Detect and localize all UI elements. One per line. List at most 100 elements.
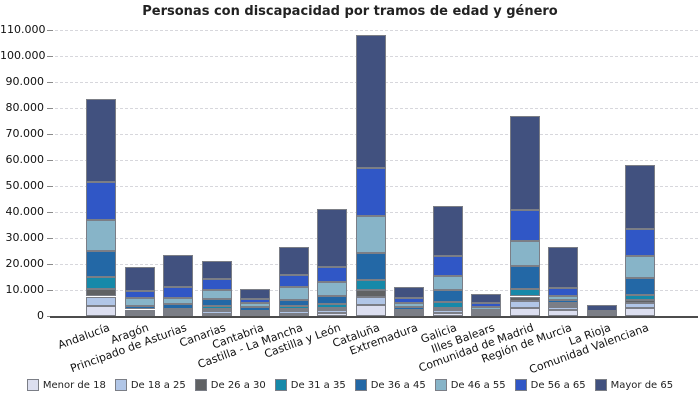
- bar-segment[interactable]: [86, 219, 116, 251]
- bar-segment[interactable]: [471, 302, 501, 307]
- bar-segment[interactable]: [163, 254, 193, 288]
- bar-segment[interactable]: [509, 115, 540, 210]
- bar-segment[interactable]: [509, 300, 540, 309]
- bar-segment[interactable]: [471, 306, 501, 310]
- bar-segment[interactable]: [163, 308, 193, 311]
- bar-segment[interactable]: [163, 287, 193, 298]
- bar-segment[interactable]: [124, 266, 155, 291]
- bar-segment[interactable]: [86, 296, 116, 306]
- bar-segment[interactable]: [625, 303, 655, 308]
- bar-segment[interactable]: [548, 287, 578, 297]
- bar-segment[interactable]: [355, 252, 386, 281]
- bar-segment[interactable]: [201, 313, 232, 316]
- bar-segment[interactable]: [317, 266, 347, 282]
- bar-segment[interactable]: [394, 286, 424, 299]
- bar-segment[interactable]: [317, 296, 347, 305]
- bar-segment[interactable]: [201, 299, 232, 306]
- legend-item[interactable]: De 18 a 25: [114, 379, 186, 391]
- bar-segment[interactable]: [625, 294, 655, 301]
- bar-segment[interactable]: [432, 313, 463, 316]
- bar-segment[interactable]: [432, 205, 463, 257]
- bar-segment[interactable]: [163, 304, 193, 309]
- bar-segment[interactable]: [548, 247, 578, 288]
- bar-segment[interactable]: [548, 310, 578, 316]
- legend-item[interactable]: Menor de 18: [26, 379, 106, 391]
- bar-segment[interactable]: [355, 35, 386, 169]
- bar-segment[interactable]: [317, 281, 347, 297]
- bar-segment[interactable]: [625, 278, 655, 295]
- bar-segment[interactable]: [317, 310, 347, 314]
- bar-segment[interactable]: [124, 313, 155, 316]
- bar-segment[interactable]: [394, 303, 424, 307]
- bar-segment[interactable]: [548, 299, 578, 303]
- bar-segment[interactable]: [86, 276, 116, 289]
- bar-segment[interactable]: [509, 241, 540, 267]
- bar-segment[interactable]: [317, 307, 347, 311]
- bar-segment[interactable]: [394, 313, 424, 316]
- bar-segment[interactable]: [509, 266, 540, 290]
- bar-segment[interactable]: [86, 182, 116, 220]
- bar-segment[interactable]: [163, 310, 193, 313]
- bar-segment[interactable]: [240, 307, 270, 312]
- bar-segment[interactable]: [625, 300, 655, 303]
- bar-segment[interactable]: [278, 308, 309, 312]
- bar-segment[interactable]: [548, 303, 578, 305]
- bar-segment[interactable]: [548, 296, 578, 300]
- bar-segment[interactable]: [586, 305, 617, 312]
- legend-item[interactable]: Mayor de 65: [594, 379, 673, 391]
- bar-segment[interactable]: [394, 311, 424, 314]
- legend-item[interactable]: De 46 a 55: [434, 379, 506, 391]
- bar-segment[interactable]: [625, 255, 655, 279]
- bar-segment[interactable]: [355, 280, 386, 290]
- bar-segment[interactable]: [278, 287, 309, 300]
- bar-segment[interactable]: [240, 288, 270, 300]
- bar-segment[interactable]: [394, 298, 424, 304]
- legend-item[interactable]: De 31 a 35: [274, 379, 346, 391]
- bar-segment[interactable]: [355, 290, 386, 297]
- bar-segment[interactable]: [124, 309, 155, 312]
- bar-segment[interactable]: [625, 165, 655, 230]
- bar-segment[interactable]: [432, 275, 463, 290]
- bar-segment[interactable]: [432, 307, 463, 311]
- bar-segment[interactable]: [240, 303, 270, 308]
- bar-segment[interactable]: [317, 209, 347, 267]
- bar-segment[interactable]: [163, 312, 193, 315]
- bar-segment[interactable]: [240, 311, 270, 314]
- bar-segment[interactable]: [86, 98, 116, 183]
- bar-segment[interactable]: [201, 290, 232, 300]
- bar-segment[interactable]: [86, 288, 116, 297]
- bar-segment[interactable]: [201, 311, 232, 314]
- bar-segment[interactable]: [201, 261, 232, 280]
- bar-segment[interactable]: [124, 298, 155, 306]
- bar-segment[interactable]: [278, 306, 309, 309]
- bar-segment[interactable]: [278, 274, 309, 288]
- bar-segment[interactable]: [471, 310, 501, 313]
- bar-segment[interactable]: [201, 279, 232, 290]
- bar-segment[interactable]: [586, 311, 617, 314]
- bar-segment[interactable]: [625, 229, 655, 256]
- bar-segment[interactable]: [278, 299, 309, 307]
- bar-segment[interactable]: [317, 313, 347, 316]
- bar-segment[interactable]: [355, 216, 386, 253]
- bar-segment[interactable]: [201, 308, 232, 312]
- bar-segment[interactable]: [317, 304, 347, 308]
- bar-segment[interactable]: [240, 299, 270, 304]
- bar-segment[interactable]: [432, 290, 463, 302]
- bar-segment[interactable]: [432, 301, 463, 308]
- bar-segment[interactable]: [124, 311, 155, 314]
- bar-segment[interactable]: [278, 247, 309, 275]
- bar-segment[interactable]: [548, 304, 578, 307]
- bar-segment[interactable]: [124, 290, 155, 299]
- bar-segment[interactable]: [548, 306, 578, 311]
- bar-segment[interactable]: [509, 289, 540, 297]
- bar-segment[interactable]: [86, 305, 116, 316]
- legend-item[interactable]: De 56 a 65: [514, 379, 586, 391]
- bar-segment[interactable]: [163, 297, 193, 305]
- bar-segment[interactable]: [509, 308, 540, 316]
- bar-segment[interactable]: [86, 250, 116, 277]
- bar-segment[interactable]: [394, 306, 424, 310]
- bar-segment[interactable]: [278, 313, 309, 316]
- bar-segment[interactable]: [471, 312, 501, 315]
- bar-segment[interactable]: [355, 168, 386, 217]
- bar-segment[interactable]: [163, 314, 193, 317]
